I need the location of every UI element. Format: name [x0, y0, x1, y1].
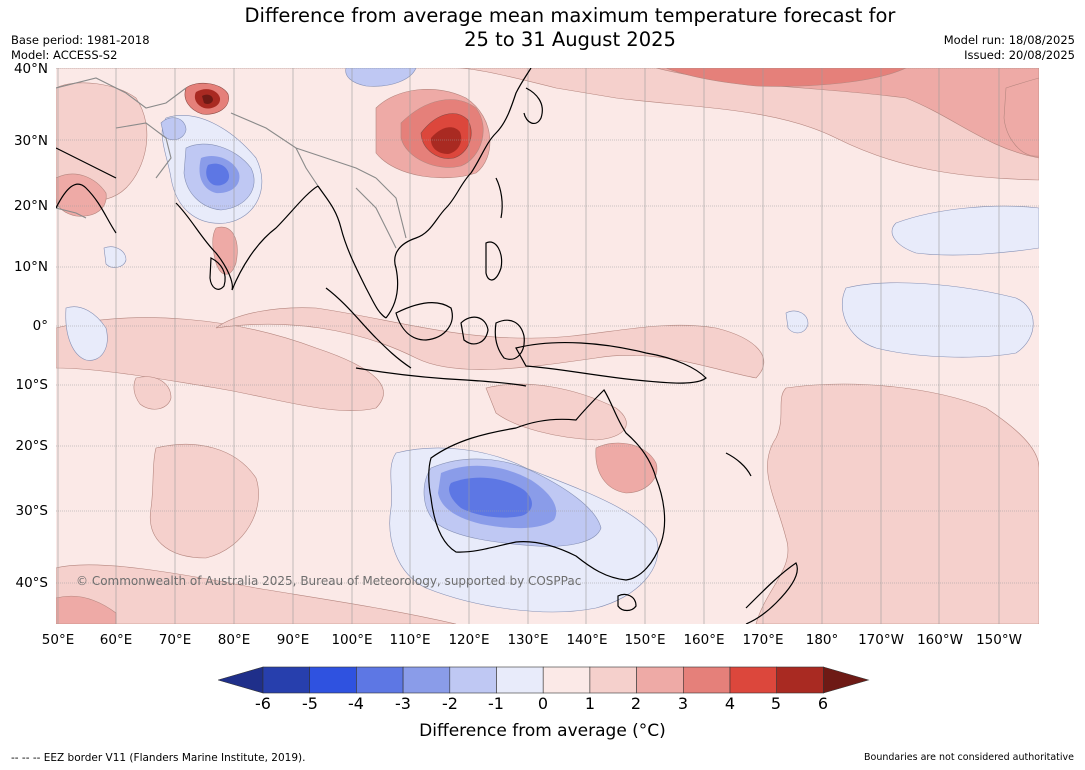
colorbar-tick: 2 [630, 694, 642, 713]
title-line-2: 25 to 31 August 2025 [464, 28, 676, 51]
colorbar-arrow-high [823, 666, 870, 694]
colorbar-tick: 5 [770, 694, 782, 713]
copyright-notice: © Commonwealth of Australia 2025, Bureau… [76, 574, 582, 588]
colorbar-cells [218, 666, 870, 694]
colorbar-cell [402, 666, 451, 694]
issued-date: Issued: 20/08/2025 [964, 48, 1075, 62]
boundary-disclaimer: Boundaries are not considered authoritat… [864, 752, 1074, 763]
model-run: Model run: 18/08/2025 [943, 33, 1075, 47]
coastlines [56, 68, 798, 624]
colorbar-cell [636, 666, 684, 694]
lat-label-10n: 10°N [13, 259, 48, 275]
colorbar-cell [449, 666, 497, 694]
lon-label-120e: 120°E [448, 632, 490, 648]
lon-label-180: 180° [805, 632, 839, 648]
lat-label-10s: 10°S [15, 377, 49, 393]
colorbar-tick: 4 [724, 694, 736, 713]
colorbar-tick: -1 [488, 694, 504, 713]
lon-label-170e: 170°E [742, 632, 784, 648]
lat-label-40s: 40°S [15, 575, 49, 591]
colorbar-cell [542, 666, 591, 694]
lon-label-140e: 140°E [566, 632, 608, 648]
title-line-1: Difference from average mean maximum tem… [244, 4, 896, 27]
meta-left: Base period: 1981-2018 Model: ACCESS-S2 [11, 33, 150, 63]
lon-label-90e: 90°E [276, 632, 310, 648]
colorbar-cell [496, 666, 544, 694]
colorbar-cell [682, 666, 731, 694]
cool-anomaly-regions [65, 68, 1039, 613]
lon-label-100e: 100°E [331, 632, 373, 648]
colorbar-arrow-low [218, 666, 264, 694]
colorbar-tick: -4 [348, 694, 364, 713]
map-title: Difference from average mean maximum tem… [0, 4, 1085, 52]
colorbar-cell [356, 666, 404, 694]
colorbar-tick: 0 [537, 694, 549, 713]
lon-label-170w: 170°W [858, 632, 904, 648]
colorbar-tick: -6 [255, 694, 271, 713]
colorbar-tick: -3 [395, 694, 411, 713]
eez-note: -- -- -- EEZ border V11 (Flanders Marine… [11, 752, 306, 764]
lon-label-130e: 130°E [507, 632, 549, 648]
colorbar-tick: 1 [584, 694, 596, 713]
lat-label-30s: 30°S [15, 503, 49, 519]
warm-anomaly-regions [56, 68, 1039, 624]
lon-label-70e: 70°E [158, 632, 192, 648]
lon-label-160e: 160°E [683, 632, 725, 648]
country-borders [56, 77, 407, 249]
colorbar-tick: 6 [817, 694, 829, 713]
lon-label-50e: 50°E [41, 632, 75, 648]
colorbar-cell [729, 666, 778, 694]
colorbar-tick: -2 [442, 694, 458, 713]
model-name: Model: ACCESS-S2 [11, 48, 118, 62]
colorbar-cell [776, 666, 824, 694]
colorbar-title: Difference from average (°C) [419, 721, 666, 741]
lon-label-110e: 110°E [389, 632, 431, 648]
colorbar-tick: -5 [302, 694, 318, 713]
lat-label-40n: 40°N [13, 61, 48, 77]
lat-label-20s: 20°S [15, 438, 49, 454]
colorbar-cell [589, 666, 637, 694]
lat-label-20n: 20°N [13, 198, 48, 214]
map-canvas [56, 68, 1039, 624]
colorbar-cell [262, 666, 311, 694]
lon-label-160w: 160°W [917, 632, 963, 648]
lat-label-30n: 30°N [13, 133, 48, 149]
colorbar-tick: 3 [677, 694, 689, 713]
lat-label-0: 0° [32, 318, 48, 334]
lon-label-80e: 80°E [217, 632, 251, 648]
lon-label-60e: 60°E [99, 632, 133, 648]
meta-right: Model run: 18/08/2025 Issued: 20/08/2025 [944, 33, 1075, 63]
lon-label-150e: 150°E [624, 632, 666, 648]
colorbar-cell [309, 666, 357, 694]
colorbar [218, 666, 870, 694]
lon-label-150w: 150°W [976, 632, 1022, 648]
anomaly-map: © Commonwealth of Australia 2025, Bureau… [56, 68, 1039, 624]
base-period: Base period: 1981-2018 [11, 33, 150, 47]
